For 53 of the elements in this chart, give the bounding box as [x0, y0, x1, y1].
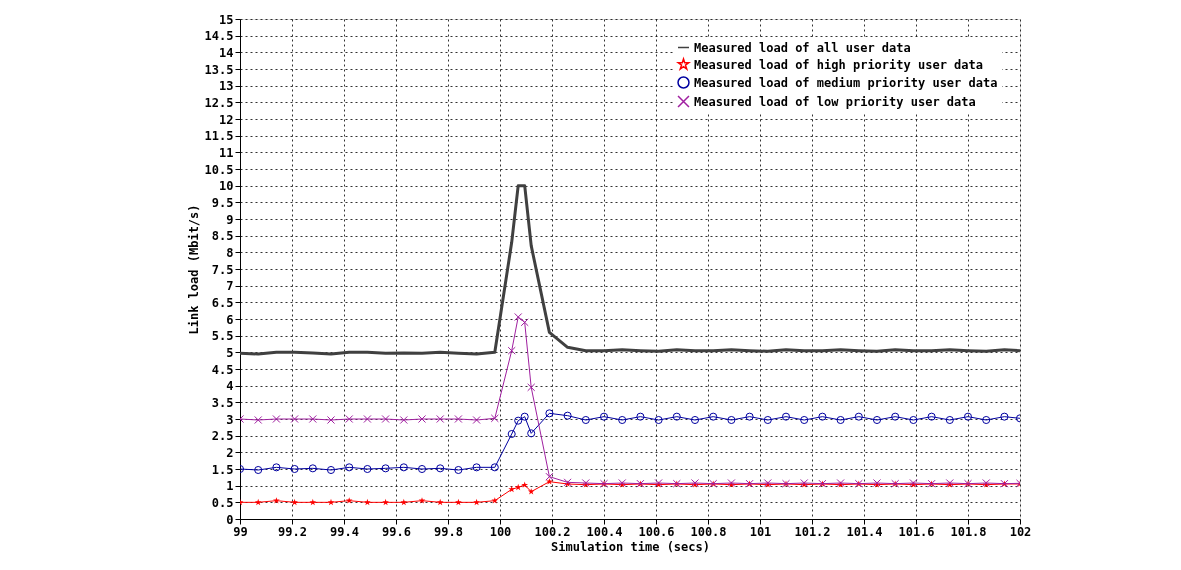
- y-tick-label: 4.5: [211, 362, 234, 377]
- x-tick-label: 101.8: [950, 524, 987, 539]
- x-tick-label: 101.4: [846, 524, 883, 539]
- y-tick-label: 7: [226, 279, 234, 294]
- x-tick-label: 99.4: [330, 524, 359, 539]
- y-tick-label: 4: [226, 379, 234, 394]
- y-tick-label: 15: [219, 12, 234, 27]
- x-tick-label: 100.4: [586, 524, 623, 539]
- y-tick-label: 13.5: [204, 62, 234, 77]
- x-tick-label: 100.8: [690, 524, 727, 539]
- y-tick-label: 13: [219, 79, 234, 94]
- x-tick-label: 100: [489, 524, 512, 539]
- x-tick-label: 100.6: [638, 524, 675, 539]
- x-tick-label: 101.6: [898, 524, 935, 539]
- y-tick-label: 14: [219, 45, 234, 60]
- y-tick-label: 5.5: [211, 329, 234, 344]
- x-tick-label: 101.2: [794, 524, 831, 539]
- legend-label: Measured load of high priority user data: [694, 57, 983, 72]
- y-tick-label: 6.5: [211, 295, 234, 310]
- x-tick-label: 99.2: [278, 524, 307, 539]
- x-tick-label: 102: [1009, 524, 1032, 539]
- y-axis-title: Link load (Mbit/s): [186, 204, 201, 335]
- legend-label: Measured load of low priority user data: [694, 94, 976, 109]
- y-tick-label: 0.5: [211, 495, 234, 510]
- y-tick-label: 9.5: [211, 195, 234, 210]
- x-tick-label: 101: [749, 524, 772, 539]
- y-tick-label: 9: [226, 212, 234, 227]
- y-tick-label: 8: [226, 245, 234, 260]
- y-tick-label: 1.5: [211, 462, 234, 477]
- y-tick-label: 8.5: [211, 229, 234, 244]
- y-tick-label: 7.5: [211, 262, 234, 277]
- y-tick-label: 1: [226, 479, 234, 494]
- y-tick-label: 10: [219, 179, 234, 194]
- y-tick-label: 2: [226, 445, 234, 460]
- y-tick-label: 6: [226, 312, 234, 327]
- x-tick-label: 100.2: [534, 524, 571, 539]
- x-tick-label: 99.8: [434, 524, 463, 539]
- x-tick-label: 99.6: [382, 524, 411, 539]
- y-tick-label: 11.5: [204, 129, 234, 144]
- legend-label: Measured load of all user data: [694, 40, 911, 55]
- y-tick-label: 12.5: [204, 95, 234, 110]
- y-tick-label: 2.5: [211, 429, 234, 444]
- y-tick-label: 14.5: [204, 29, 234, 44]
- y-tick-label: 3.5: [211, 395, 234, 410]
- y-tick-label: 5: [226, 345, 234, 360]
- y-tick-label: 3: [226, 412, 234, 427]
- x-tick-label: 99: [233, 524, 248, 539]
- y-tick-label: 0: [226, 512, 234, 527]
- x-axis-title: Simulation time (secs): [551, 539, 710, 554]
- legend-label: Measured load of medium priority user data: [694, 75, 998, 90]
- y-tick-label: 10.5: [204, 162, 234, 177]
- y-tick-label: 12: [219, 112, 234, 127]
- y-tick-label: 11: [219, 145, 234, 160]
